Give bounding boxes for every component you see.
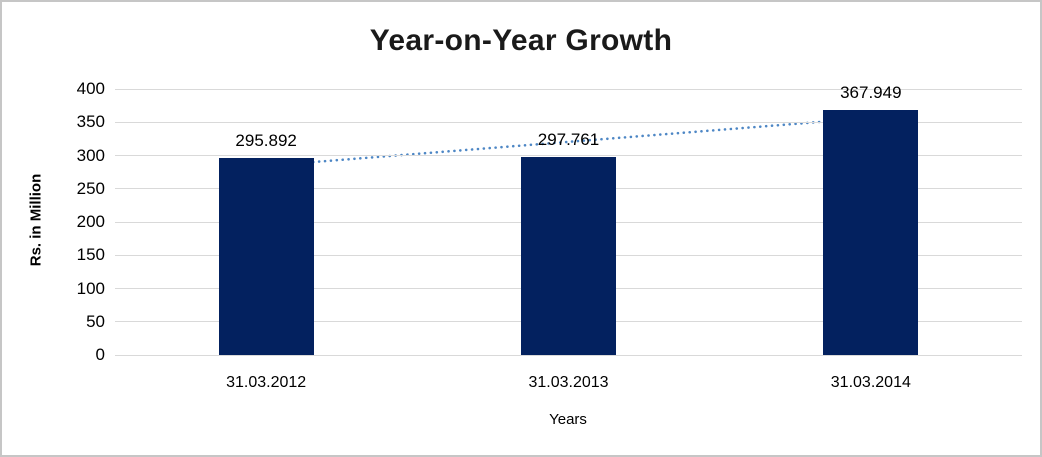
chart-title: Year-on-Year Growth — [369, 24, 673, 57]
bar — [218, 158, 314, 355]
y-tick-label: 400 — [76, 79, 105, 98]
data-label: 295.892 — [235, 131, 297, 151]
y-tick-label: 0 — [95, 345, 105, 364]
x-tick-label: 31.03.2013 — [528, 374, 609, 391]
y-axis-title: Rs. in Million — [27, 173, 45, 267]
y-tick-label: 250 — [76, 178, 105, 198]
x-tick-label: 31.03.2014 — [830, 374, 911, 391]
y-tick-label: 50 — [86, 311, 105, 331]
gridline — [115, 121, 1022, 123]
gridline — [115, 354, 1022, 356]
gridline — [115, 88, 1022, 90]
x-tick-label: 31.03.2012 — [226, 374, 307, 391]
gridline — [115, 155, 1022, 156]
y-tick-label: 200 — [76, 212, 105, 231]
y-tick-label: 150 — [76, 245, 105, 265]
data-label: 367.949 — [840, 83, 902, 103]
bar — [521, 156, 616, 355]
bar — [823, 110, 919, 355]
y-tick-label: 100 — [76, 278, 105, 298]
y-tick-label: 300 — [76, 145, 105, 165]
x-axis-title: Years — [549, 411, 587, 428]
y-tick-label: 350 — [76, 112, 105, 132]
data-label: 297.761 — [537, 129, 600, 149]
